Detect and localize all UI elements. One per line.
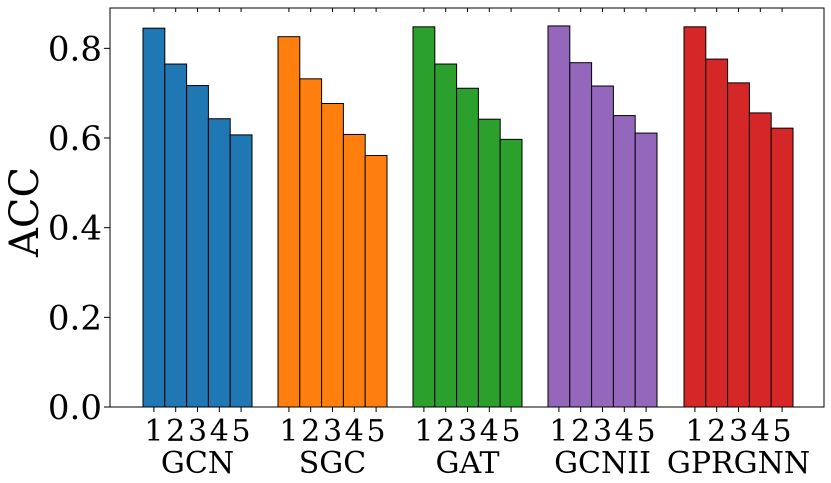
x-tick-label: 1 [144, 414, 163, 449]
x-tick-label: 3 [729, 414, 748, 449]
x-tick-label: 4 [615, 414, 634, 449]
bar-gcn-3 [186, 85, 209, 408]
bar-gcn-4 [207, 118, 231, 408]
y-tick-label: 0.4 [48, 209, 102, 249]
group-label-gcnii: GCNII [554, 446, 651, 481]
x-tick-label: 4 [751, 414, 770, 449]
x-tick-label: 5 [773, 414, 792, 449]
bar-gat-4 [477, 118, 501, 408]
bar-gprgnn-1 [683, 26, 707, 408]
x-tick-label: 4 [345, 414, 364, 449]
x-tick-label: 5 [367, 414, 386, 449]
x-tick-label: 4 [210, 414, 229, 449]
bar-gprgnn-2 [705, 58, 729, 408]
bar-gprgnn-3 [727, 82, 750, 408]
x-tick-label: 3 [458, 414, 477, 449]
y-tick-label: 0.8 [48, 29, 102, 69]
bar-sgc-5 [364, 154, 388, 408]
bar-gat-1 [412, 26, 436, 408]
bar-gcn-5 [229, 134, 253, 408]
x-tick-label: 5 [232, 414, 251, 449]
bar-gat-5 [499, 138, 523, 408]
bar-gcn-2 [164, 63, 188, 408]
group-label-gprgnn: GPRGNN [667, 446, 810, 481]
y-tick-label: 0.0 [48, 388, 102, 428]
bar-gprgnn-4 [748, 112, 772, 408]
x-tick-label: 5 [502, 414, 521, 449]
bar-sgc-4 [342, 133, 366, 408]
bar-gcn-1 [142, 27, 166, 408]
x-tick-label: 1 [414, 414, 433, 449]
y-tick-label: 0.2 [48, 298, 102, 338]
x-tick-label: 4 [480, 414, 499, 449]
x-tick-label: 1 [549, 414, 568, 449]
y-axis-title: ACC [2, 167, 48, 258]
bar-gcnii-4 [612, 115, 636, 408]
bar-gcnii-3 [591, 85, 614, 408]
group-label-gat: GAT [436, 446, 500, 481]
y-axis-ticks: 0.0 0.2 0.4 0.6 0.8 [48, 29, 110, 428]
group-label-gcn: GCN [161, 446, 234, 481]
bar-sgc-3 [321, 102, 344, 408]
bar-gat-2 [434, 63, 458, 408]
bar-gcnii-2 [569, 62, 593, 408]
x-tick-label: 1 [685, 414, 704, 449]
bar-sgc-2 [299, 78, 323, 408]
bar-sgc-1 [277, 36, 301, 408]
bar-gprgnn-5 [770, 127, 794, 408]
x-tick-label: 2 [301, 414, 320, 449]
bar-gat-3 [456, 87, 479, 408]
y-tick-label: 0.6 [48, 119, 102, 159]
x-tick-label: 3 [188, 414, 207, 449]
x-tick-label: 2 [166, 414, 185, 449]
x-tick-label: 3 [593, 414, 612, 449]
x-tick-label: 2 [571, 414, 590, 449]
x-tick-label: 3 [323, 414, 342, 449]
x-tick-label: 1 [279, 414, 298, 449]
bar-gcnii-1 [547, 25, 571, 408]
x-tick-label: 5 [637, 414, 656, 449]
x-tick-label: 2 [707, 414, 726, 449]
bars-layer [142, 25, 794, 408]
group-label-sgc: SGC [299, 446, 366, 481]
x-tick-label: 2 [436, 414, 455, 449]
bar-gcnii-5 [634, 132, 658, 408]
